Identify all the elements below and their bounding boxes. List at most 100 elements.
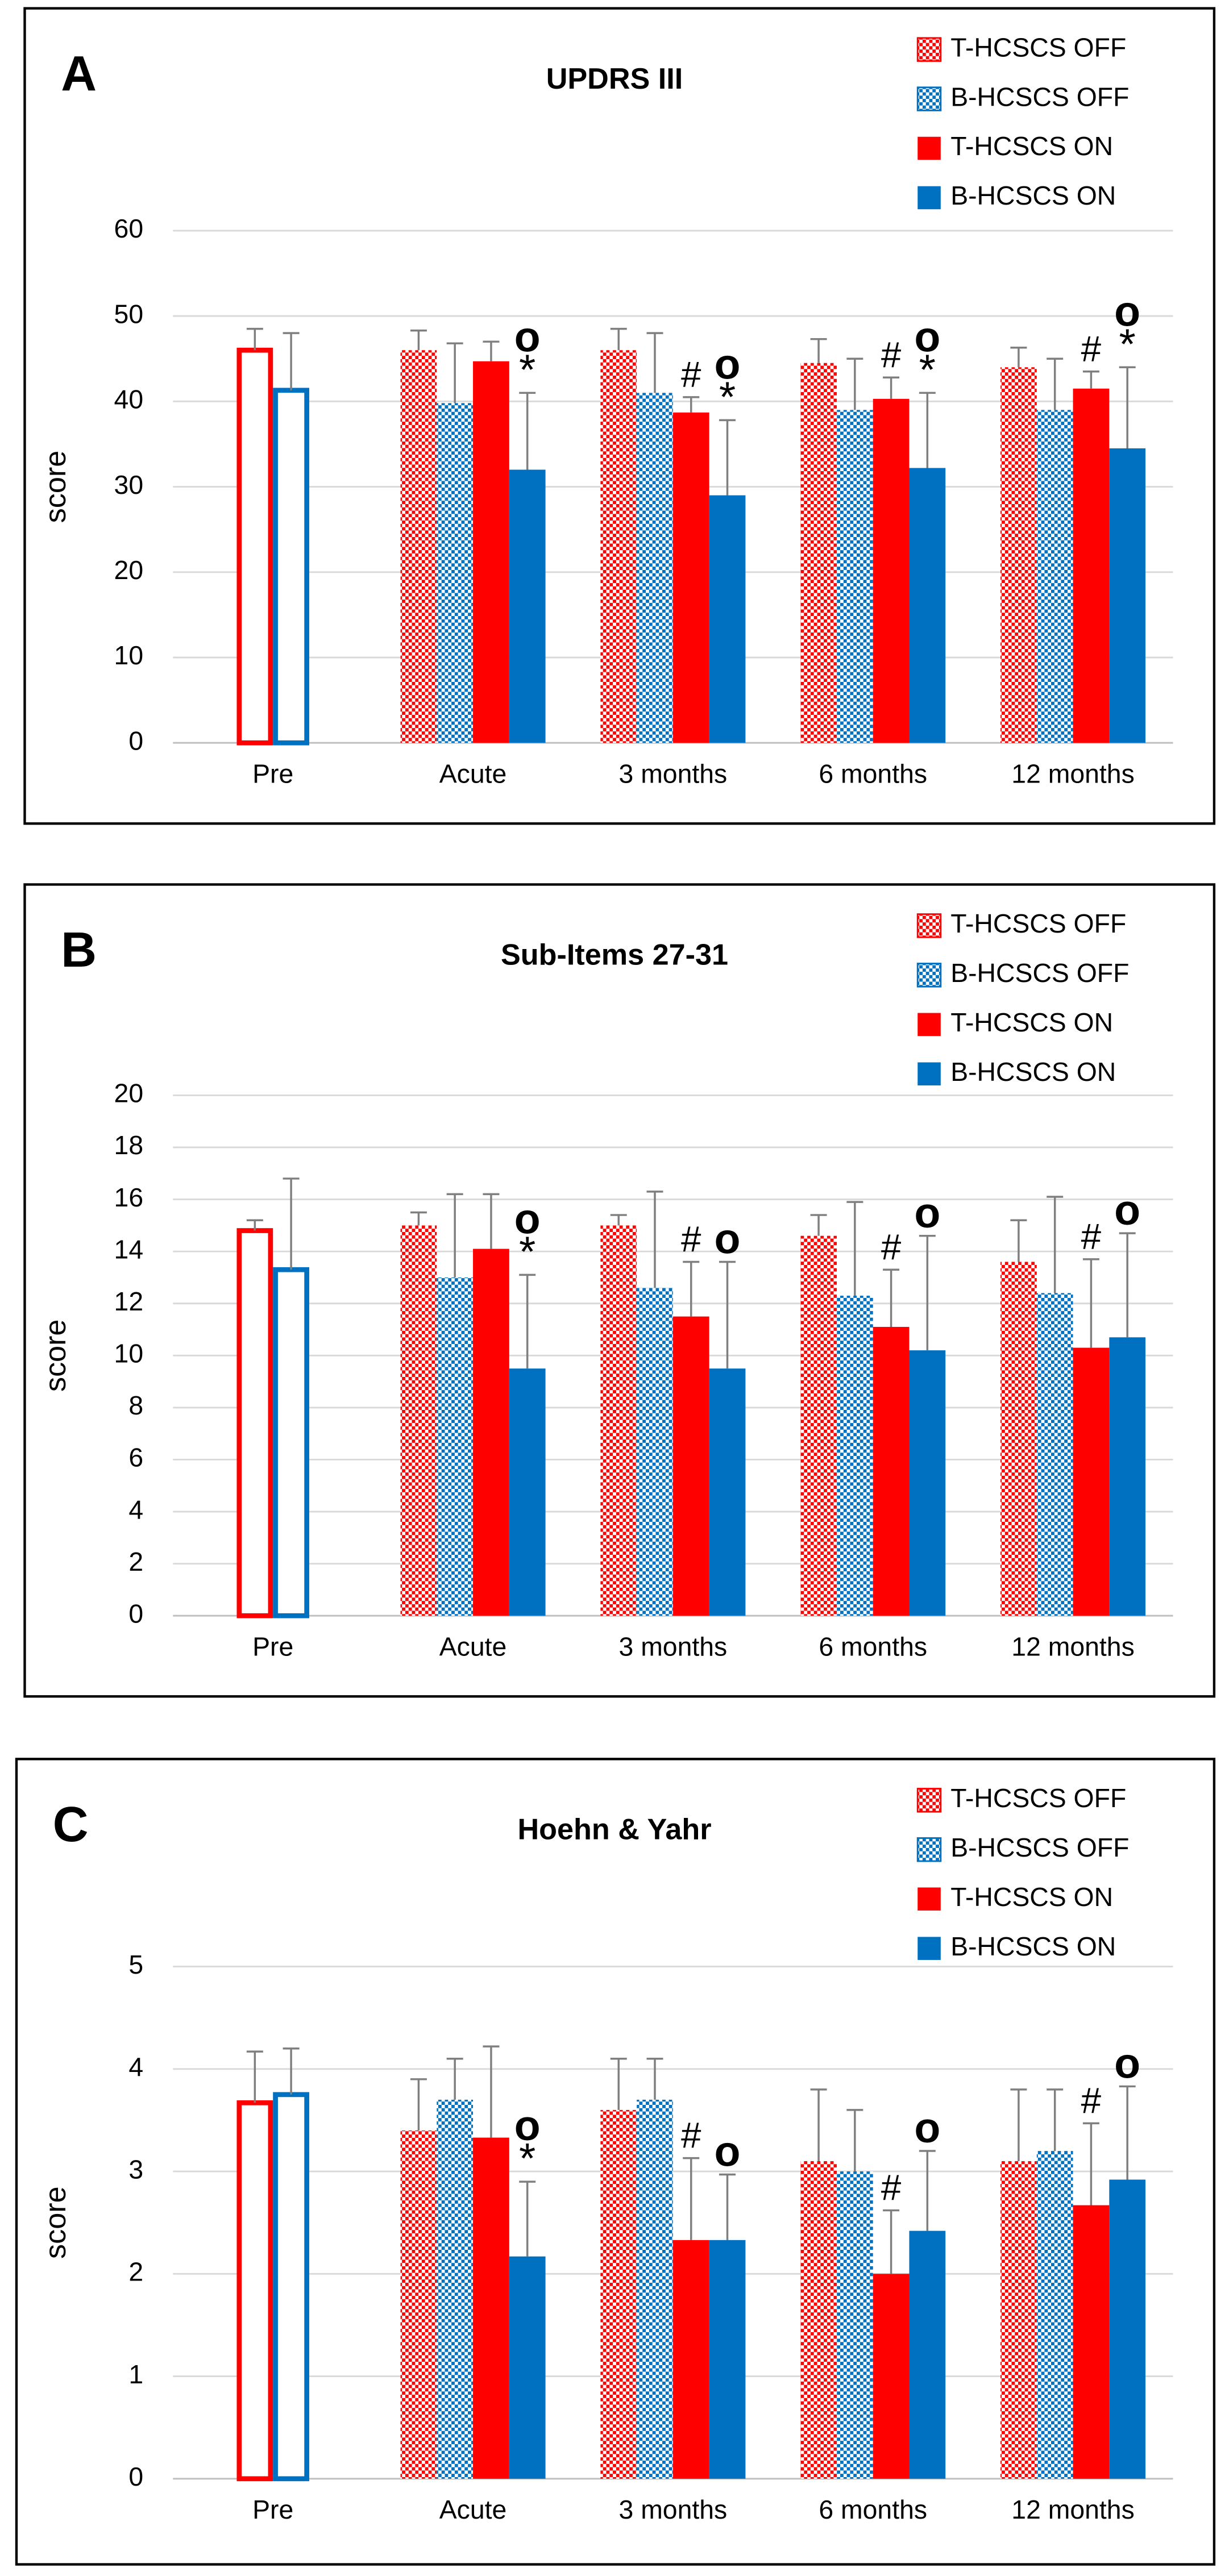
bar	[1109, 1337, 1146, 1616]
chart-title: Sub-Items 27-31	[501, 939, 728, 972]
y-tick-label: 3	[128, 2154, 143, 2184]
error-bar	[283, 1177, 300, 1270]
error-bar	[683, 1260, 700, 1317]
significance-marker: #	[681, 1219, 701, 1260]
significance-marker: o	[1114, 287, 1140, 335]
legend-label: T-HCSCS ON	[950, 1882, 1113, 1912]
significance-marker: o	[715, 2128, 741, 2175]
significance-marker: *	[1119, 320, 1136, 368]
y-axis-label: score	[39, 1320, 72, 1392]
error-bar	[883, 376, 900, 399]
bar	[273, 388, 309, 746]
legend-swatch	[916, 86, 942, 111]
bar	[1109, 448, 1146, 743]
significance-marker: o	[514, 313, 541, 360]
bar	[600, 1225, 637, 1616]
bar	[400, 2130, 437, 2479]
panel-label: B	[61, 922, 97, 977]
error-bar	[410, 1211, 427, 1226]
significance-marker: o	[514, 1195, 541, 1243]
x-tick-label: 12 months	[1011, 1632, 1134, 1661]
y-tick-label: 18	[114, 1130, 144, 1160]
significance-marker: #	[1081, 328, 1102, 369]
bar	[473, 2137, 509, 2479]
x-tick-label: 3 months	[619, 759, 728, 788]
bar	[1000, 1262, 1037, 1616]
significance-marker: *	[719, 373, 736, 421]
error-bar	[810, 1214, 827, 1236]
bar	[509, 1368, 546, 1616]
error-bar	[283, 332, 300, 390]
x-tick-label: Pre	[252, 759, 293, 788]
legend-swatch	[917, 1062, 941, 1086]
legend-label: T-HCSCS OFF	[950, 32, 1126, 62]
bar	[1073, 1347, 1110, 1616]
bar	[800, 363, 837, 743]
error-bar	[919, 1234, 936, 1351]
y-tick-label: 2	[128, 1547, 143, 1576]
significance-marker: *	[519, 2134, 535, 2182]
legend-swatch	[917, 136, 941, 160]
error-bar	[919, 392, 936, 468]
y-axis-label: score	[39, 451, 72, 523]
legend-swatch	[916, 913, 942, 938]
error-bar	[610, 1214, 627, 1226]
x-tick-label: Acute	[439, 2495, 507, 2524]
bar	[236, 2100, 273, 2482]
bar	[1036, 2151, 1073, 2479]
legend-label: B-HCSCS ON	[950, 1932, 1116, 1961]
bar	[800, 2161, 837, 2479]
significance-marker: o	[914, 2104, 940, 2151]
error-bar	[246, 327, 263, 351]
error-bar	[246, 2050, 263, 2103]
error-bar	[483, 1193, 500, 1249]
bar	[672, 2240, 709, 2479]
bar	[709, 1368, 746, 1616]
bar	[273, 2092, 309, 2482]
error-bar	[683, 396, 700, 413]
bar	[836, 410, 873, 743]
bar	[437, 2099, 474, 2479]
error-bar	[846, 1201, 863, 1296]
bar	[637, 393, 673, 743]
panel-frame	[15, 1758, 1216, 2566]
error-bar	[646, 1191, 663, 1288]
error-bar	[810, 2088, 827, 2162]
significance-marker: *	[519, 1228, 535, 1276]
error-bar	[810, 338, 827, 363]
bar	[400, 1225, 437, 1616]
y-tick-label: 5	[128, 1950, 143, 1979]
y-tick-label: 1	[128, 2359, 143, 2389]
bar	[709, 495, 746, 743]
error-bar	[610, 327, 627, 351]
bar	[1036, 410, 1073, 743]
significance-marker: o	[514, 2101, 541, 2149]
legend-swatch	[917, 1887, 941, 1911]
x-tick-label: 6 months	[819, 1632, 927, 1661]
legend-swatch	[917, 1013, 941, 1037]
y-tick-label: 30	[114, 470, 144, 500]
bar	[600, 2109, 637, 2479]
y-tick-label: 10	[114, 1339, 144, 1368]
x-tick-label: 3 months	[619, 2495, 728, 2524]
significance-marker: o	[914, 313, 940, 360]
x-tick-label: Acute	[439, 759, 507, 788]
error-bar	[410, 2078, 427, 2130]
bar	[1073, 2205, 1110, 2479]
y-tick-label: 4	[128, 2052, 143, 2082]
error-bar	[246, 1219, 263, 1231]
x-tick-label: 12 months	[1011, 759, 1134, 788]
bar	[1109, 2179, 1146, 2479]
error-bar	[1047, 357, 1064, 410]
error-bar	[719, 2173, 736, 2240]
error-bar	[446, 342, 463, 403]
y-tick-label: 0	[128, 726, 143, 755]
y-tick-label: 10	[114, 640, 144, 670]
y-tick-label: 40	[114, 385, 144, 414]
bar	[873, 398, 910, 743]
panel-label: C	[53, 1797, 89, 1852]
bar	[709, 2240, 746, 2479]
y-tick-label: 4	[128, 1495, 143, 1524]
